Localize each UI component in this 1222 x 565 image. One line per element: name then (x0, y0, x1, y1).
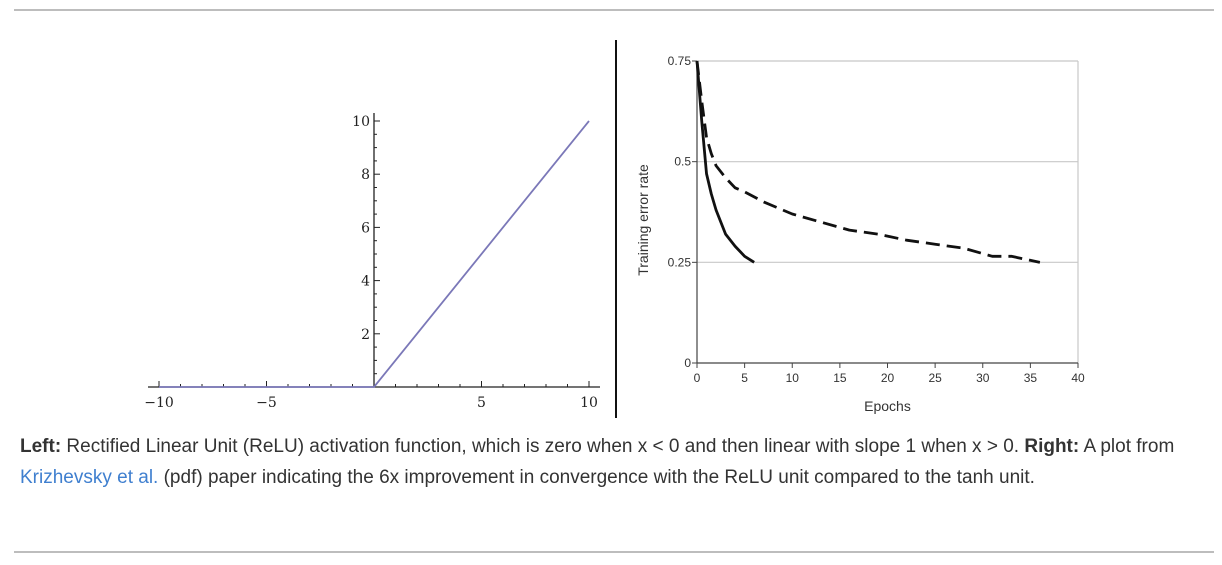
error-x-tick-label: 10 (786, 371, 800, 385)
error-x-tick-label: 0 (694, 371, 701, 385)
error-x-tick-label: 15 (833, 371, 847, 385)
error-x-tick-label: 35 (1024, 371, 1038, 385)
relu-x-tick-label: 10 (580, 395, 598, 411)
error-y-axis-label: Training error rate (635, 164, 651, 276)
error-y-tick-label: 0.5 (674, 155, 691, 169)
top-divider (14, 9, 1214, 11)
relu-y-tick-label: 8 (361, 167, 370, 183)
error-y-tick-label: 0.25 (668, 255, 692, 269)
error-x-tick-label: 20 (881, 371, 895, 385)
relu-y-tick-label: 4 (361, 274, 370, 290)
solid-series-line (695, 60, 755, 264)
relu-y-tick-label: 2 (361, 327, 370, 343)
relu-line (159, 120, 590, 388)
error-x-tick-label: 5 (741, 371, 748, 385)
error-x-axis-label: Epochs (864, 398, 911, 414)
figure-separator (615, 40, 617, 418)
caption-left-text: Rectified Linear Unit (ReLU) activation … (61, 436, 1025, 457)
error-y-tick-label: 0 (684, 356, 691, 370)
relu-x-tick-label: −5 (256, 395, 277, 411)
relu-y-tick-label: 6 (361, 220, 370, 236)
caption-right-text-end: (pdf) paper indicating the 6x improvemen… (158, 467, 1035, 488)
relu-x-tick-label: 5 (477, 395, 486, 411)
error-x-tick-label: 40 (1071, 371, 1085, 385)
error-x-tick-label: 25 (928, 371, 942, 385)
relu-y-tick-label: 10 (352, 114, 370, 130)
training-error-chart: 0 0.25 0.5 0.75 0 5 10 15 20 25 30 35 40 Epochs Traini… (635, 54, 1085, 414)
krizhevsky-link[interactable]: Krizhevsky et al. (20, 467, 159, 488)
figure-caption: Left: Rectified Linear Unit (ReLU) activ… (20, 431, 1210, 493)
relu-x-tick-label: −10 (144, 395, 174, 411)
bottom-divider (14, 551, 1214, 553)
caption-left-label: Left: (20, 436, 62, 457)
dashed-series-line (695, 60, 1041, 264)
relu-chart: −10 −5 5 10 2 4 6 8 10 (144, 113, 600, 411)
caption-right-label: Right: (1024, 436, 1080, 457)
caption-right-text: A plot from (1079, 436, 1175, 457)
error-x-tick-label: 30 (976, 371, 990, 385)
error-y-tick-label: 0.75 (668, 54, 692, 68)
